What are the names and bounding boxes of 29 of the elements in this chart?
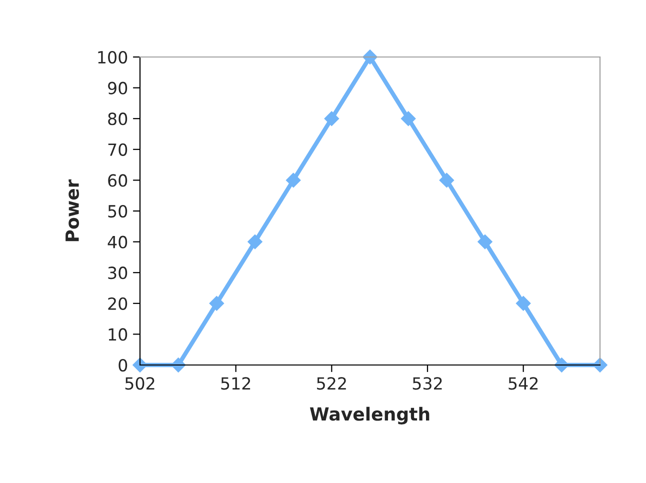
point	[248, 234, 262, 250]
x-axis-title: Wavelength	[310, 406, 430, 424]
point	[439, 172, 454, 188]
x-tick-label: 532	[412, 377, 442, 390]
x-tick-label: 542	[508, 377, 538, 390]
point	[516, 296, 531, 311]
point	[400, 111, 416, 126]
y-axis-title: Power	[66, 179, 79, 242]
y-tick-label: 80	[108, 112, 128, 126]
y-tick-label: 20	[108, 297, 128, 310]
y-tick-label: 90	[108, 82, 128, 94]
point	[286, 172, 301, 188]
x-tick-label: 522	[317, 377, 346, 390]
point	[362, 50, 378, 64]
y-tick-label: 10	[108, 328, 128, 341]
y-tick-label: 40	[108, 236, 128, 248]
point	[592, 358, 608, 372]
y-tick-label: 100	[98, 50, 128, 64]
point	[209, 296, 224, 311]
y-tick-label: 60	[108, 174, 128, 187]
x-tick-label: 502	[125, 377, 154, 390]
y-tick-label: 50	[108, 204, 128, 218]
point	[478, 234, 492, 250]
x-tick-label: 512	[221, 377, 250, 390]
y-tick-label: 0	[118, 358, 128, 372]
point	[132, 358, 148, 372]
point	[324, 111, 340, 126]
y-tick-label: 30	[108, 266, 128, 280]
y-tick-label: 70	[108, 143, 128, 156]
